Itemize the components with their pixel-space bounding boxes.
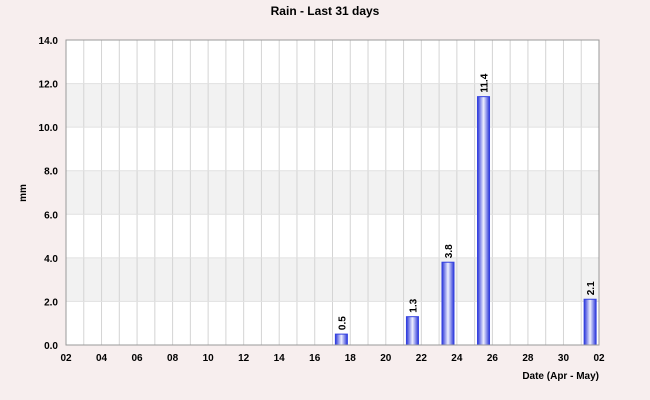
x-tick-label: 20 <box>380 353 392 364</box>
x-tick-label: 18 <box>345 353 357 364</box>
bar-value-label: 2.1 <box>586 281 597 295</box>
y-tick-label: 12.0 <box>39 80 59 91</box>
y-axis-label: mm <box>18 184 29 202</box>
bar-value-label: 0.5 <box>337 316 348 330</box>
plot-border <box>65 39 600 346</box>
x-tick-label: 16 <box>309 353 321 364</box>
bar <box>441 261 455 346</box>
y-tick-label: 14.0 <box>39 36 59 47</box>
y-tick-label: 8.0 <box>44 167 58 178</box>
bar-value-label: 1.3 <box>408 298 419 312</box>
x-tick-label: 02 <box>60 353 72 364</box>
bar <box>405 316 419 346</box>
chart-title: Rain - Last 31 days <box>271 4 380 18</box>
x-ticks: 02 04 06 08 10 12 14 16 18 20 22 24 26 28 30 02 <box>60 353 605 364</box>
bar <box>583 298 597 346</box>
x-tick-label: 14 <box>274 353 286 364</box>
y-tick-label: 0.0 <box>44 341 58 352</box>
bar-value-label: 3.8 <box>444 244 455 258</box>
x-tick-label: 28 <box>522 353 534 364</box>
data-labels: 0.5 1.3 3.8 11.4 2.1 <box>337 73 597 330</box>
x-tick-label: 08 <box>167 353 179 364</box>
bars <box>334 96 597 346</box>
x-tick-label: 30 <box>558 353 570 364</box>
x-tick-label: 04 <box>96 353 108 364</box>
y-ticks: 0.0 2.0 4.0 6.0 8.0 10.0 12.0 14.0 <box>39 36 59 352</box>
bar-value-label: 11.4 <box>480 73 491 92</box>
x-tick-label: 22 <box>416 353 428 364</box>
x-tick-label: 02 <box>593 353 605 364</box>
y-tick-label: 10.0 <box>39 123 59 134</box>
bar <box>477 96 491 346</box>
x-axis-label: Date (Apr - May) <box>522 371 599 382</box>
x-tick-label: 10 <box>203 353 215 364</box>
x-tick-label: 26 <box>487 353 499 364</box>
x-tick-label: 12 <box>238 353 250 364</box>
x-tick-label: 24 <box>451 353 463 364</box>
x-tick-label: 06 <box>132 353 144 364</box>
y-tick-label: 4.0 <box>44 254 58 265</box>
y-tick-label: 2.0 <box>44 297 58 308</box>
y-tick-label: 6.0 <box>44 210 58 221</box>
bar <box>334 333 348 346</box>
